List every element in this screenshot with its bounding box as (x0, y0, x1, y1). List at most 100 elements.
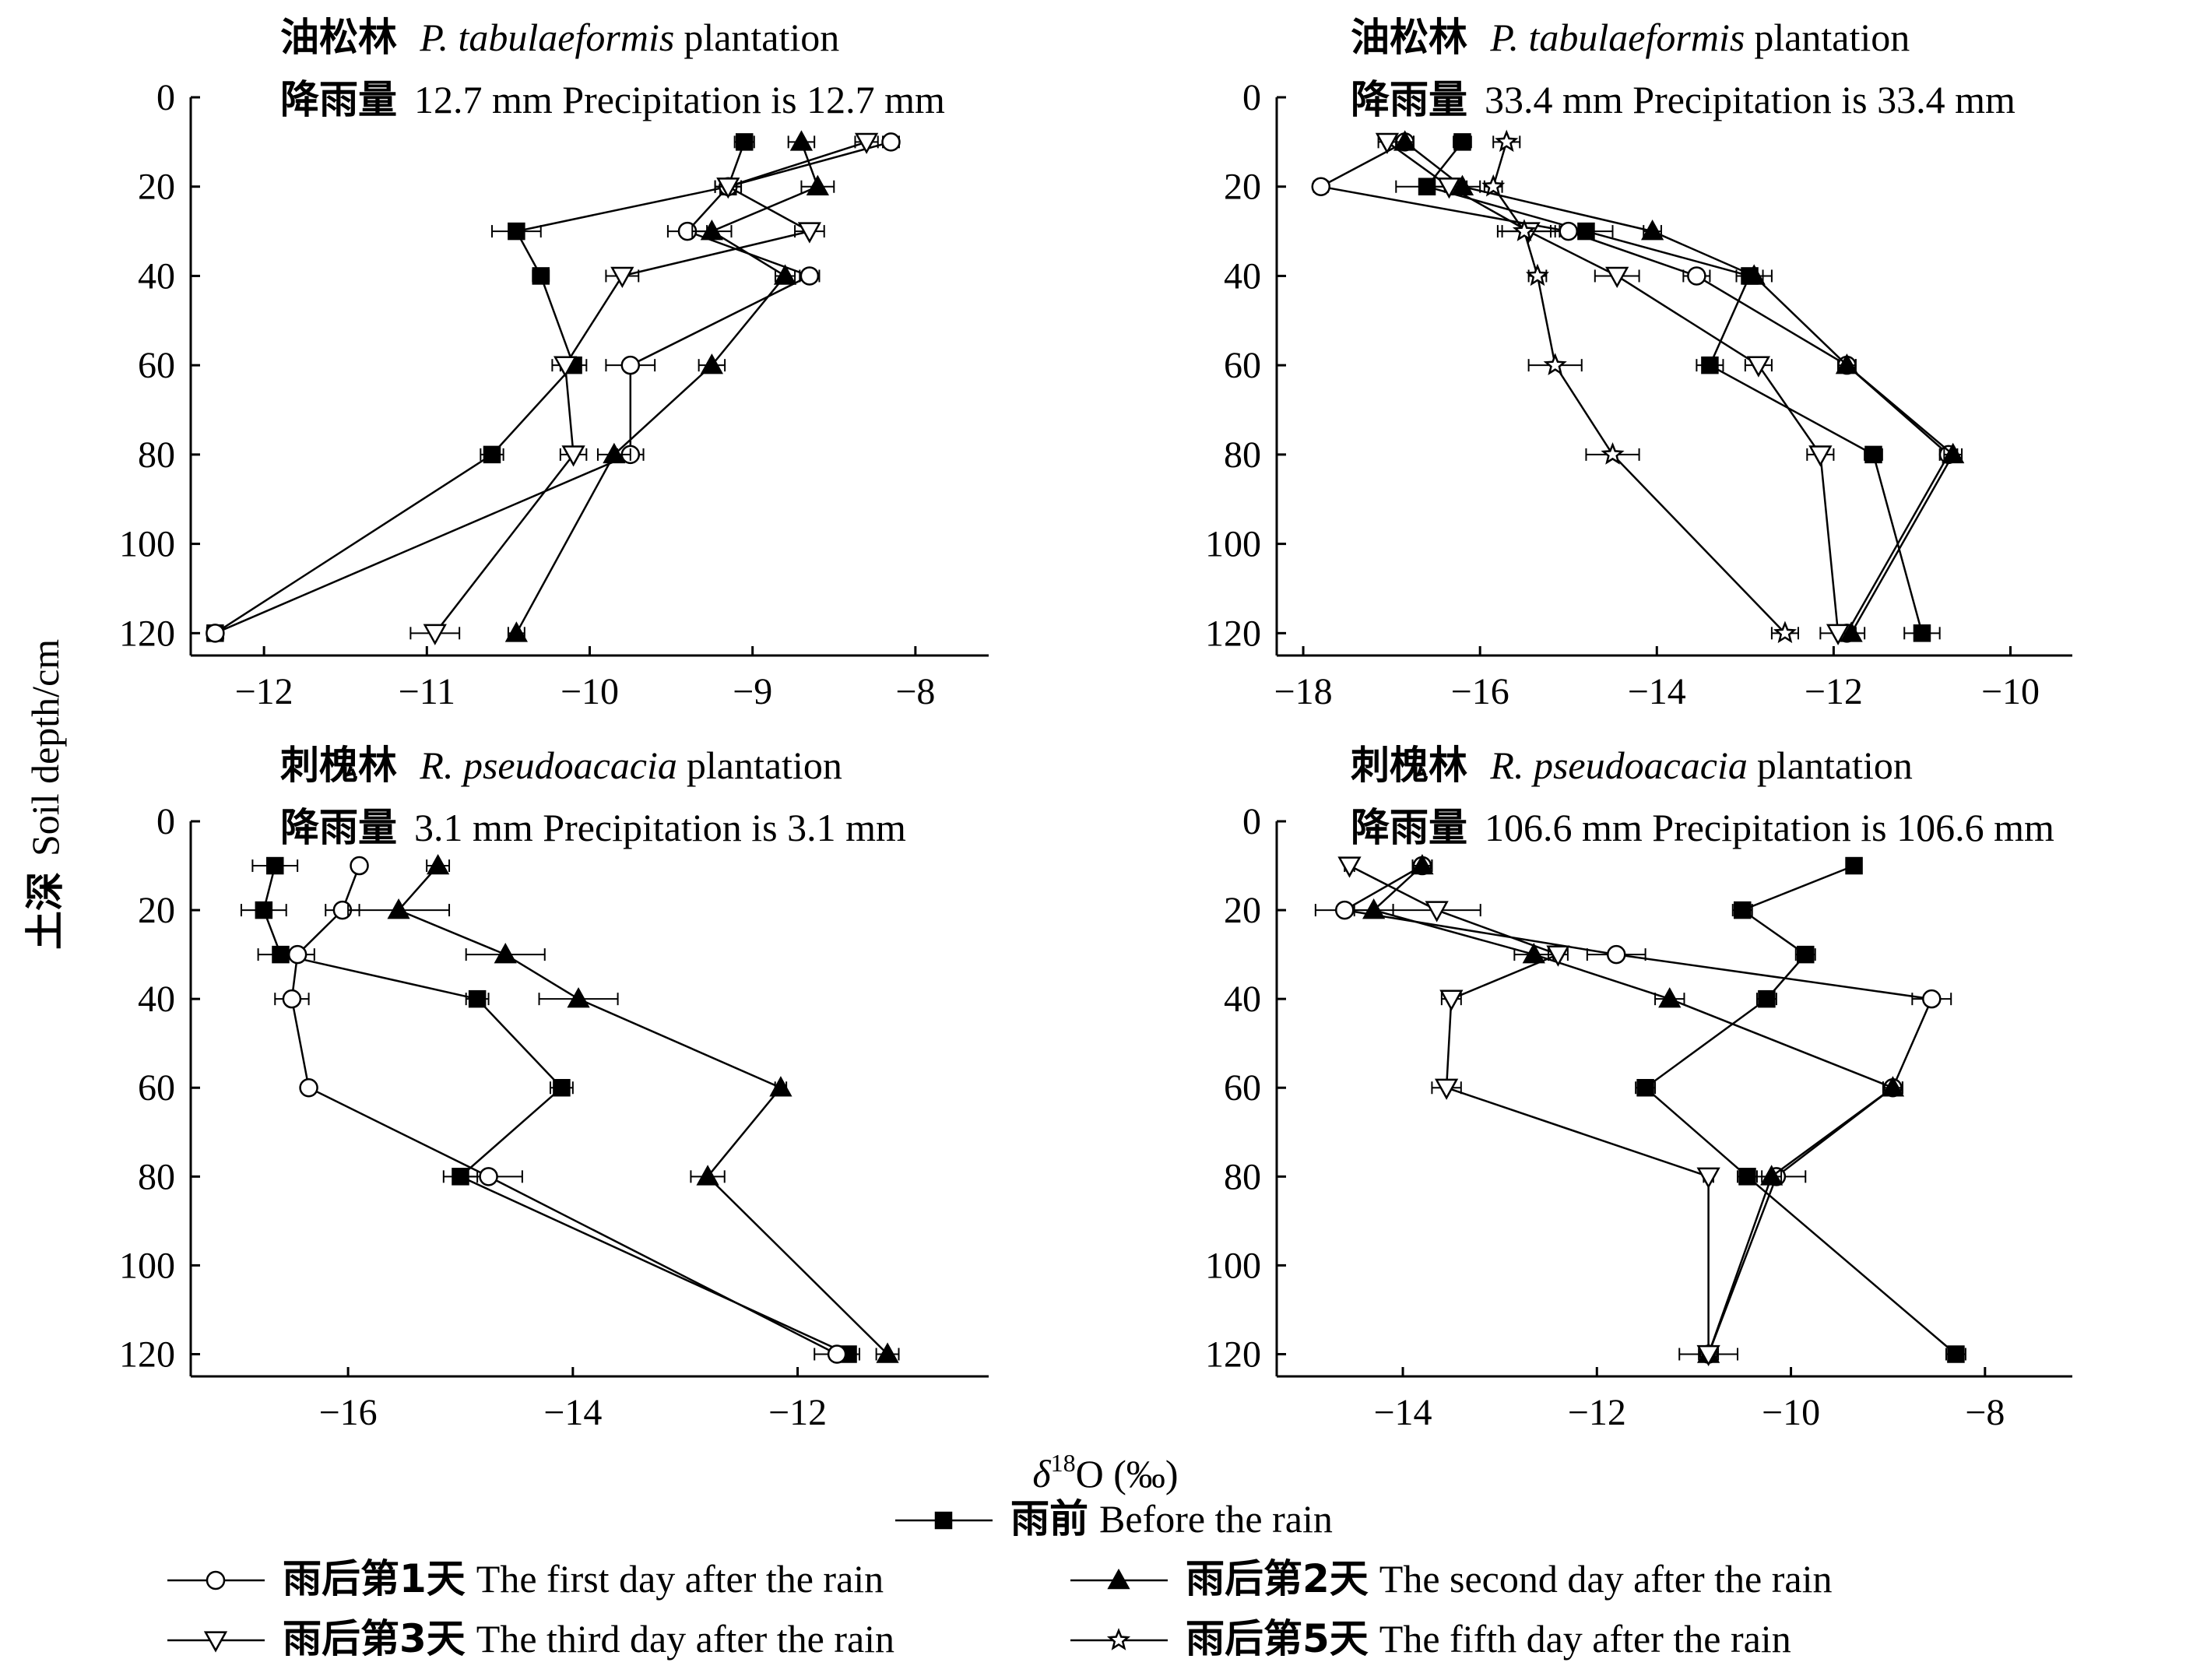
panel-title: 刺槐林 R. pseudoacacia plantation (280, 743, 842, 788)
y-tick-label: 0 (1242, 77, 1261, 118)
data-point-circle (881, 132, 901, 152)
data-point-square (1453, 133, 1471, 151)
data-point-triangle (789, 130, 814, 151)
data-point-square (1913, 624, 1931, 642)
y-tick-label: 100 (119, 524, 175, 565)
data-point-triangle (1522, 943, 1545, 964)
data-point-star (1481, 174, 1506, 197)
panel-title-suffix: plantation (1754, 16, 1910, 59)
data-point-triangle-down (1337, 856, 1362, 878)
legend-label-cn: 雨后第3天 (283, 1616, 466, 1661)
legend-label: 雨后第2天 The second day after the rain (1186, 1556, 1832, 1601)
x-tick-label: −11 (399, 671, 455, 712)
legend-label-cn: 雨后第5天 (1186, 1616, 1369, 1661)
legend-label: 雨前 Before the rain (1010, 1496, 1333, 1541)
y-tick-label: 40 (138, 979, 175, 1020)
data-point-triangle-down (553, 356, 578, 378)
data-point-triangle-down (797, 222, 822, 244)
series-line (1341, 864, 1934, 1355)
legend-label: 雨后第3天 The third day after the rain (283, 1616, 894, 1661)
panel-title-cn: 油松林 (1351, 15, 1481, 60)
data-point-star (1525, 263, 1550, 286)
panel-title-cn: 油松林 (280, 15, 410, 60)
x-tick-label: −10 (1981, 671, 2040, 712)
y-tick-label: 0 (156, 801, 175, 842)
data-point-circle (282, 989, 302, 1009)
data-point-star (1495, 129, 1519, 153)
data-point-triangle-down (561, 445, 585, 467)
data-point-square (1864, 445, 1882, 464)
x-axis-title: δ18O (‰) (1032, 1449, 1178, 1495)
legend-label: 雨后第1天 The first day after the rain (283, 1556, 884, 1601)
data-point-triangle-down (716, 177, 740, 199)
y-tick-label: 60 (138, 345, 175, 386)
data-point-triangle-down (1696, 1167, 1720, 1189)
y-axis-title-cn: 土深 (23, 872, 68, 950)
legend-label: 雨后第5天 The fifth day after the rain (1186, 1616, 1791, 1661)
x-axis-title-delta: δ (1032, 1452, 1051, 1495)
legend-item: 雨后第5天 The fifth day after the rain (1070, 1616, 1791, 1661)
data-point-triangle-down (1605, 266, 1629, 289)
data-point-triangle-down (1437, 177, 1461, 199)
data-point-triangle-down (1808, 445, 1833, 467)
data-point-triangle (1640, 220, 1664, 241)
y-tick-label: 40 (1224, 979, 1261, 1020)
x-tick-label: −18 (1274, 671, 1333, 712)
data-point-triangle (773, 264, 797, 285)
data-point-square (1701, 356, 1719, 374)
y-tick-label: 20 (1224, 890, 1261, 931)
legend-label-en: The first day after the rain (476, 1557, 884, 1601)
data-point-triangle (1942, 442, 1965, 464)
legend-item: 雨后第1天 The first day after the rain (167, 1556, 884, 1601)
series-square (240, 856, 860, 1363)
panel-subtitle-en: 12.7 mm Precipitation is 12.7 mm (414, 78, 945, 121)
data-point-triangle (494, 943, 517, 964)
chart-panel-3: 刺槐林 R. pseudoacacia plantation 降雨量 3.1 mm P… (119, 743, 989, 1433)
data-point-circle (827, 1344, 847, 1364)
panel-subtitle-cn: 降雨量 (280, 805, 397, 850)
y-tick-label: 80 (138, 434, 175, 476)
data-point-triangle-down (1746, 356, 1771, 378)
data-point-star (1773, 620, 1798, 644)
series-circle (274, 856, 860, 1364)
x-tick-label: −12 (1805, 671, 1863, 712)
panel-subtitle: 降雨量 33.4 mm Precipitation is 33.4 mm (1351, 77, 2015, 122)
y-tick-label: 60 (1224, 345, 1261, 386)
y-tick-label: 20 (138, 167, 175, 208)
data-point-triangle (806, 174, 829, 195)
data-point-square (1797, 945, 1815, 964)
y-tick-label: 80 (1224, 1156, 1261, 1197)
data-point-square (1947, 1345, 1965, 1363)
data-point-triangle-down (1546, 945, 1570, 967)
x-tick-label: −12 (235, 671, 293, 712)
y-tick-label: 120 (1205, 1334, 1261, 1375)
x-tick-label: −10 (561, 671, 619, 712)
legend-label-cn: 雨前 (1010, 1496, 1088, 1541)
series-square (1395, 133, 1941, 642)
series-circle (1311, 132, 1959, 643)
series-line (434, 141, 867, 634)
panel-subtitle: 降雨量 12.7 mm Precipitation is 12.7 mm (280, 77, 945, 122)
data-point-circle (206, 624, 225, 643)
data-point-circle (1606, 944, 1626, 965)
y-tick-label: 20 (138, 890, 175, 931)
panel-title: 刺槐林 R. pseudoacacia plantation (1351, 743, 1913, 788)
y-tick-label: 80 (138, 1156, 175, 1197)
data-point-triangle-down (423, 624, 447, 645)
series-star (1481, 129, 1799, 644)
panel-title-species: R. pseudoacacia (419, 743, 677, 787)
series-circle (1314, 856, 1952, 1364)
data-point-triangle (1658, 987, 1682, 1008)
series-line (1643, 864, 1957, 1355)
data-point-triangle (1411, 853, 1434, 875)
series-triangle (1353, 853, 1905, 1363)
data-point-triangle (769, 1076, 792, 1097)
data-point-circle (1334, 900, 1355, 920)
data-point-square (1733, 901, 1752, 919)
data-point-square (483, 445, 501, 464)
legend-label-cn: 雨后第1天 (283, 1556, 466, 1601)
x-tick-label: −16 (319, 1392, 378, 1433)
series-triangle (347, 853, 900, 1363)
panel-title-suffix: plantation (684, 16, 839, 59)
series-line (1492, 142, 1786, 634)
